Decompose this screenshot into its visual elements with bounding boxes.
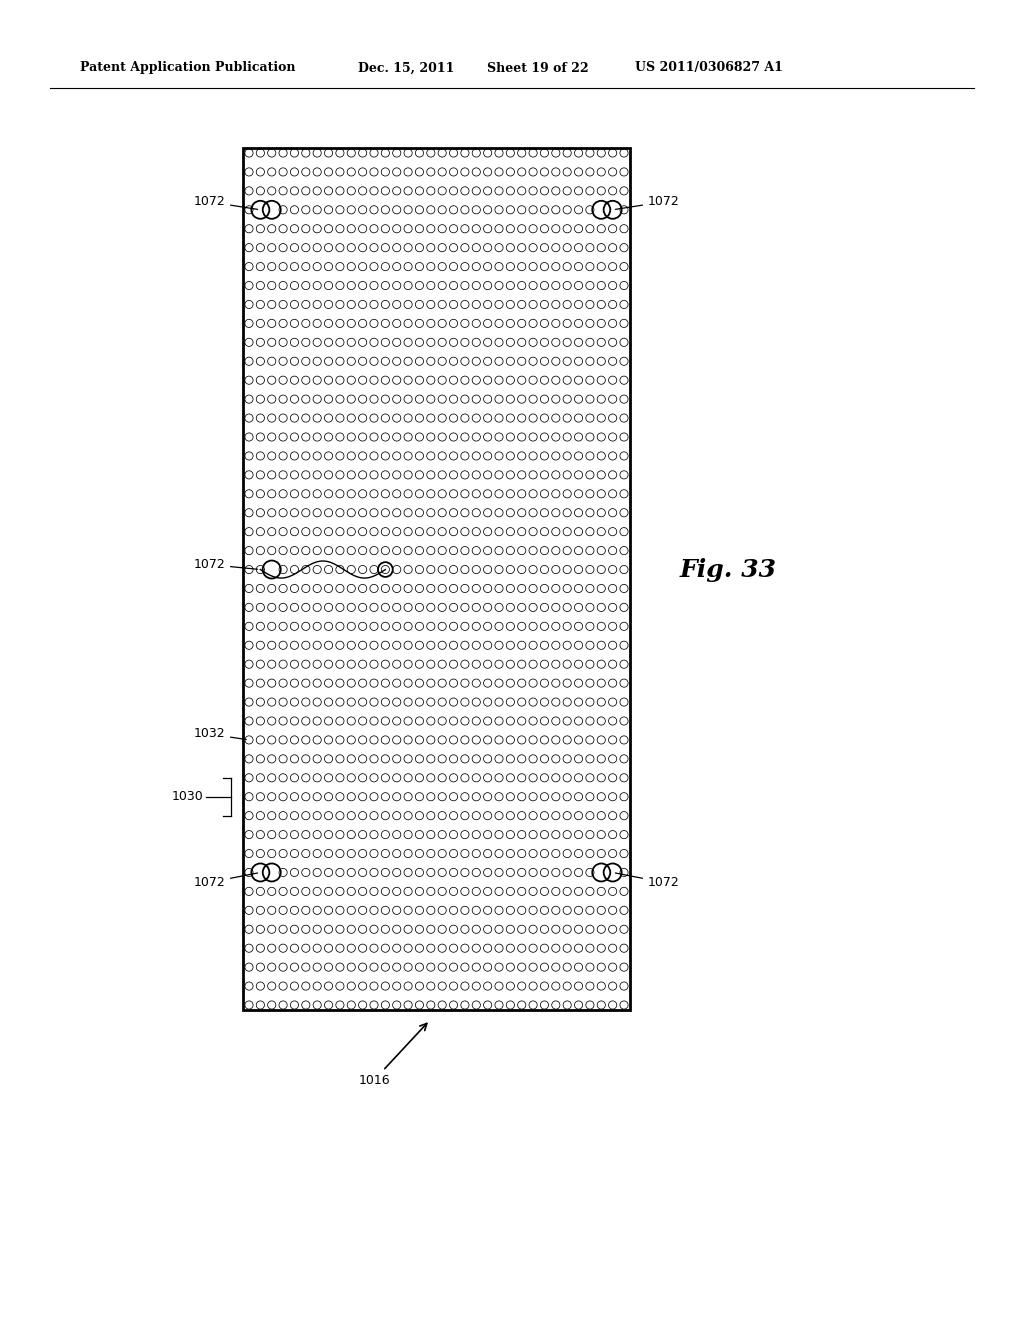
Text: Fig. 33: Fig. 33	[680, 558, 777, 582]
Text: Dec. 15, 2011: Dec. 15, 2011	[358, 62, 455, 74]
Text: 1030: 1030	[171, 791, 203, 804]
Text: 1016: 1016	[358, 1023, 427, 1086]
Text: 1072: 1072	[194, 558, 258, 572]
Text: 1072: 1072	[194, 873, 258, 888]
Text: Sheet 19 of 22: Sheet 19 of 22	[487, 62, 589, 74]
Text: 1072: 1072	[615, 873, 680, 888]
Bar	[243, 148, 630, 1010]
Text: 1072: 1072	[194, 195, 258, 210]
Text: 1032: 1032	[194, 727, 246, 741]
Text: Patent Application Publication: Patent Application Publication	[80, 62, 296, 74]
Text: 1072: 1072	[615, 195, 680, 210]
Text: US 2011/0306827 A1: US 2011/0306827 A1	[635, 62, 783, 74]
